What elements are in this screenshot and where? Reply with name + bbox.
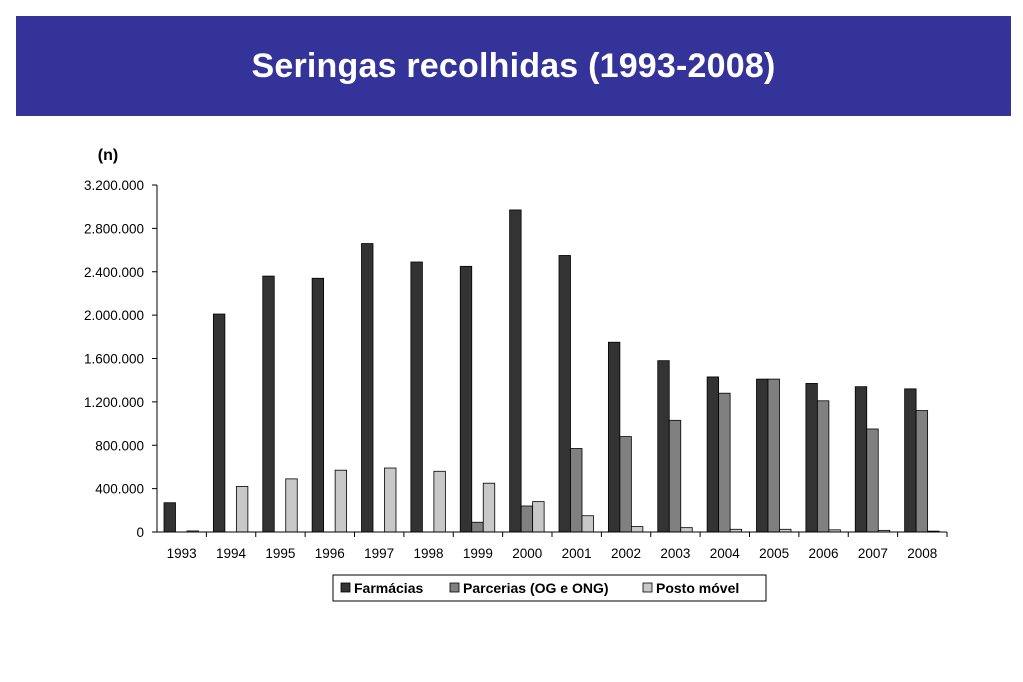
bar-2003-series-0 xyxy=(657,360,670,533)
bar-1995-series-2 xyxy=(285,478,298,533)
bar-2003-series-2 xyxy=(680,527,693,533)
bar-1999-series-0 xyxy=(459,265,473,533)
bar-2001-series-1 xyxy=(570,448,583,533)
slide-title: Seringas recolhidas (1993-2008) xyxy=(251,46,776,85)
x-tick-label: 2006 xyxy=(809,546,839,561)
title-banner: Seringas recolhidas (1993-2008) xyxy=(16,16,1011,116)
x-tick-label: 1999 xyxy=(463,546,493,561)
bar-2000-series-2 xyxy=(532,501,545,533)
bar-1996-series-2 xyxy=(334,469,348,533)
y-tick-label: 1.600.000 xyxy=(84,352,144,367)
y-tick-label: 400.000 xyxy=(95,482,144,497)
bar-2006-series-1 xyxy=(816,400,830,533)
bar-2000-series-0 xyxy=(509,209,522,533)
y-tick-label: 1.200.000 xyxy=(84,395,144,410)
bar-2004-series-0 xyxy=(706,376,720,533)
x-tick-label: 1995 xyxy=(265,546,295,561)
bar-1999-series-1 xyxy=(471,521,484,533)
bar-1999-series-2 xyxy=(482,482,496,533)
y-tick-label: 2.800.000 xyxy=(84,221,144,236)
y-tick-label: 0 xyxy=(136,525,144,540)
bar-2002-series-0 xyxy=(607,341,621,533)
y-tick-label: 3.200.000 xyxy=(84,178,144,193)
bar-1994-series-2 xyxy=(235,486,249,533)
legend-swatch xyxy=(449,582,460,593)
bar-1997-series-0 xyxy=(361,243,374,533)
bar-2000-series-1 xyxy=(520,505,534,533)
x-tick-label: 1993 xyxy=(167,546,197,561)
x-tick-label: 1998 xyxy=(414,546,444,561)
bar-1994-series-0 xyxy=(212,313,226,533)
x-tick-label: 1994 xyxy=(216,546,247,561)
axes-layer: 0 400.000 800.000 1.200.000 1.600.000 2.000.0… xyxy=(84,178,948,561)
bar-1997-series-2 xyxy=(384,467,397,533)
bar-1993-series-0 xyxy=(163,502,176,533)
x-tick-label: 1997 xyxy=(364,546,394,561)
x-tick-label: 2007 xyxy=(858,546,888,561)
x-tick-label: 2000 xyxy=(512,546,542,561)
legend-swatch xyxy=(340,582,351,593)
bar-2005-series-1 xyxy=(767,378,780,533)
bar-2006-series-0 xyxy=(805,383,818,533)
x-tick-label: 1996 xyxy=(315,546,345,561)
x-tick-label: 2003 xyxy=(660,546,690,561)
bar-2003-series-1 xyxy=(668,419,682,533)
x-tick-label: 2008 xyxy=(907,546,937,561)
bar-2002-series-2 xyxy=(630,526,644,533)
bar-1998-series-2 xyxy=(433,470,446,533)
legend-label: Parcerias (OG e ONG) xyxy=(463,580,609,596)
bar-1996-series-0 xyxy=(311,277,325,533)
legend-label: Farmácias xyxy=(354,580,423,596)
bar-1998-series-0 xyxy=(410,261,423,533)
bar-2007-series-1 xyxy=(866,428,879,533)
x-tick-label: 2001 xyxy=(562,546,592,561)
y-tick-label: 800.000 xyxy=(95,438,144,453)
bar-2005-series-0 xyxy=(756,378,769,533)
legend: Farmácias Parcerias (OG e ONG) Posto móvel xyxy=(332,574,767,602)
x-tick-label: 2005 xyxy=(759,546,789,561)
bar-2002-series-1 xyxy=(619,436,632,533)
x-tick-label: 2004 xyxy=(710,546,741,561)
legend-swatch xyxy=(642,582,653,593)
x-tick-label: 2002 xyxy=(611,546,641,561)
bar-2008-series-0 xyxy=(904,388,917,533)
legend-box xyxy=(332,574,767,602)
bars-layer xyxy=(163,209,940,533)
bar-2004-series-1 xyxy=(718,392,731,533)
y-tick-label: 2.000.000 xyxy=(84,308,144,323)
bar-2001-series-2 xyxy=(581,515,594,533)
bar-1995-series-0 xyxy=(262,275,275,533)
bar-2008-series-1 xyxy=(915,410,929,533)
y-tick-label: 2.400.000 xyxy=(84,265,144,280)
bar-2001-series-0 xyxy=(558,255,571,533)
bar-2007-series-0 xyxy=(854,386,868,533)
legend-label: Posto móvel xyxy=(656,580,739,596)
y-unit-label: (n) xyxy=(98,147,118,164)
